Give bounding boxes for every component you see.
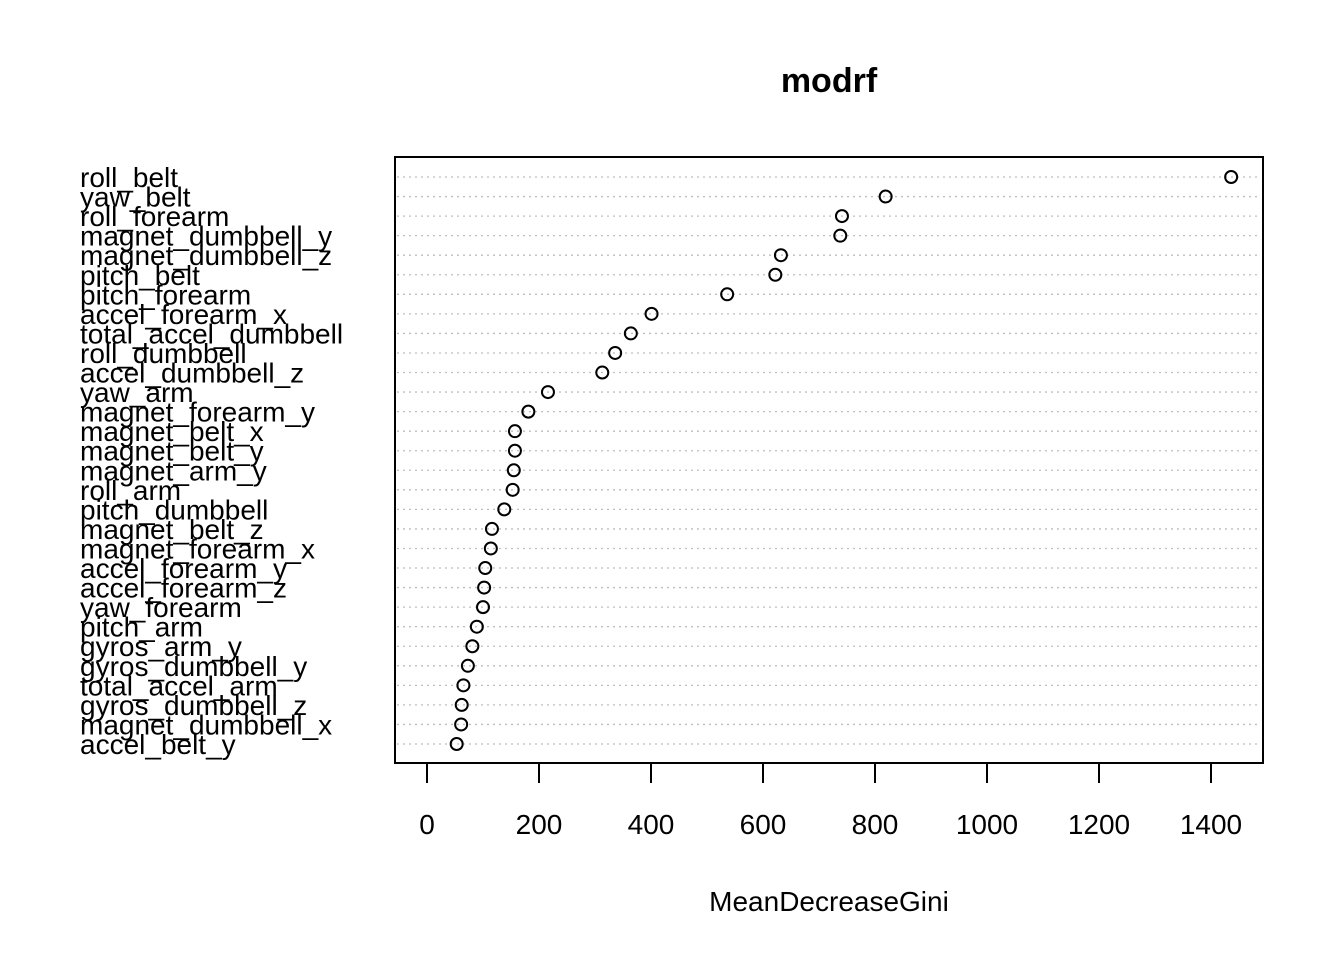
x-axis-label: MeanDecreaseGini bbox=[709, 886, 949, 917]
label-gyros_dumbbell_z: gyros_dumbbell_z bbox=[80, 690, 307, 721]
label-pitch_dumbbell: pitch_dumbbell bbox=[80, 494, 268, 525]
point-roll_dumbbell bbox=[608, 345, 623, 360]
point-accel_forearm_x bbox=[644, 306, 659, 321]
x-tick-label: 1400 bbox=[1180, 809, 1242, 840]
label-roll_forearm: roll_forearm bbox=[80, 201, 229, 232]
point-accel_forearm_y bbox=[478, 561, 493, 576]
label-magnet_belt_x: magnet_belt_x bbox=[80, 416, 264, 447]
label-pitch_arm: pitch_arm bbox=[80, 612, 203, 643]
label-magnet_belt_y: magnet_belt_y bbox=[80, 436, 264, 467]
point-total_accel_arm bbox=[456, 678, 471, 693]
point-accel_dumbbell_z bbox=[595, 365, 610, 380]
label-total_accel_dumbbell: total_accel_dumbbell bbox=[80, 318, 343, 349]
guide-lines bbox=[397, 176, 1261, 745]
data-points bbox=[449, 170, 1239, 751]
point-yaw_belt bbox=[878, 189, 893, 204]
x-tick-label: 1000 bbox=[956, 809, 1018, 840]
point-magnet_belt_x bbox=[507, 424, 522, 439]
point-accel_forearm_z bbox=[477, 580, 492, 595]
label-accel_forearm_z: accel_forearm_z bbox=[80, 573, 287, 604]
label-magnet_forearm_x: magnet_forearm_x bbox=[80, 533, 315, 564]
point-pitch_dumbbell bbox=[497, 502, 512, 517]
point-magnet_dumbbell_x bbox=[454, 717, 469, 732]
x-axis: 0 200 400 600 800 1000 1200 1400 bbox=[419, 762, 1242, 840]
label-magnet_dumbbell_y: magnet_dumbbell_y bbox=[80, 221, 332, 252]
point-magnet_forearm_y bbox=[521, 404, 536, 419]
label-roll_dumbbell: roll_dumbbell bbox=[80, 338, 247, 369]
label-pitch_forearm: pitch_forearm bbox=[80, 279, 251, 310]
point-pitch_arm bbox=[469, 619, 484, 634]
label-yaw_belt: yaw_belt bbox=[80, 182, 191, 213]
point-magnet_belt_y bbox=[507, 443, 522, 458]
label-magnet_arm_y: magnet_arm_y bbox=[80, 455, 267, 486]
label-accel_dumbbell_z: accel_dumbbell_z bbox=[80, 358, 304, 389]
label-accel_belt_y: accel_belt_y bbox=[80, 729, 236, 760]
x-tick-label: 400 bbox=[628, 809, 675, 840]
label-magnet_belt_z: magnet_belt_z bbox=[80, 514, 264, 545]
point-roll_forearm bbox=[834, 209, 849, 224]
label-pitch_belt: pitch_belt bbox=[80, 260, 200, 291]
label-gyros_dumbbell_y: gyros_dumbbell_y bbox=[80, 651, 307, 682]
label-total_accel_arm: total_accel_arm bbox=[80, 670, 278, 701]
point-accel_belt_y bbox=[449, 737, 464, 751]
label-magnet_dumbbell_z: magnet_dumbbell_z bbox=[80, 240, 332, 271]
label-magnet_forearm_y: magnet_forearm_y bbox=[80, 397, 315, 428]
point-gyros_arm_y bbox=[465, 639, 480, 654]
point-magnet_dumbbell_y bbox=[833, 228, 848, 243]
label-roll_arm: roll_arm bbox=[80, 475, 181, 506]
label-yaw_arm: yaw_arm bbox=[80, 377, 194, 408]
point-pitch_forearm bbox=[720, 287, 735, 302]
point-roll_belt bbox=[1224, 170, 1239, 184]
label-accel_forearm_y: accel_forearm_y bbox=[80, 553, 287, 584]
label-yaw_forearm: yaw_forearm bbox=[80, 592, 242, 623]
label-accel_forearm_x: accel_forearm_x bbox=[80, 299, 287, 330]
label-gyros_arm_y: gyros_arm_y bbox=[80, 631, 242, 662]
plot-frame bbox=[394, 156, 1264, 764]
point-magnet_belt_z bbox=[484, 521, 499, 536]
label-magnet_dumbbell_x: magnet_dumbbell_x bbox=[80, 709, 332, 740]
label-roll_belt: roll_belt bbox=[80, 162, 178, 193]
point-yaw_arm bbox=[540, 385, 555, 400]
point-yaw_forearm bbox=[476, 600, 490, 615]
point-gyros_dumbbell_y bbox=[460, 658, 475, 673]
x-tick-label: 200 bbox=[516, 809, 563, 840]
x-tick-label: 600 bbox=[740, 809, 787, 840]
x-tick-label: 1200 bbox=[1068, 809, 1130, 840]
point-gyros_dumbbell_z bbox=[454, 697, 469, 712]
point-magnet_arm_y bbox=[506, 463, 521, 478]
point-roll_arm bbox=[505, 482, 520, 497]
x-tick-label: 0 bbox=[419, 809, 435, 840]
chart-title: modrf bbox=[781, 62, 878, 100]
point-pitch_belt bbox=[768, 267, 783, 282]
x-tick-label: 800 bbox=[852, 809, 899, 840]
point-magnet_forearm_x bbox=[483, 541, 498, 556]
point-magnet_dumbbell_z bbox=[773, 248, 788, 263]
variable-labels: roll_beltyaw_beltroll_forearmmagnet_dumb… bbox=[80, 162, 343, 760]
point-total_accel_dumbbell bbox=[623, 326, 638, 341]
